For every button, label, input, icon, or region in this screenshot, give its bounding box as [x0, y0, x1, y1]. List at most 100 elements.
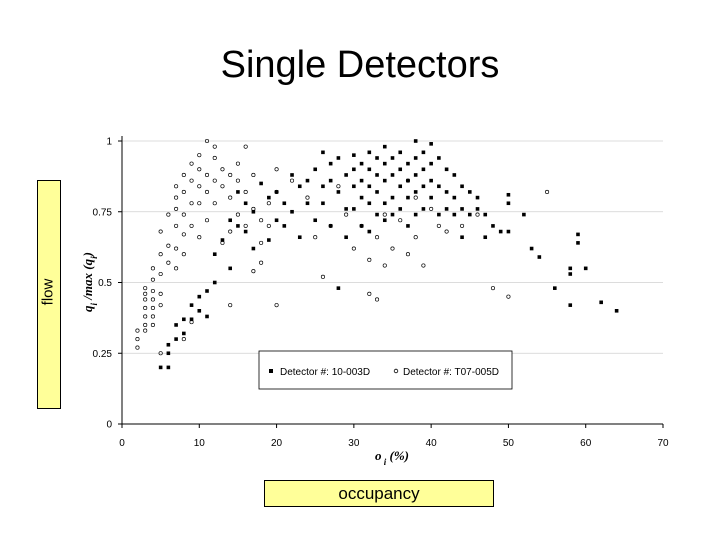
- point-s2-76: [266, 201, 271, 206]
- point-s1-104: [444, 207, 449, 211]
- point-s1-73: [382, 218, 387, 223]
- series-1: [158, 139, 619, 370]
- point-s2-94: [382, 212, 387, 217]
- point-s2-95: [390, 246, 395, 251]
- point-s2-73: [259, 218, 264, 223]
- point-s1-102: [444, 167, 449, 172]
- point-s2-46: [197, 167, 202, 172]
- point-s2-70: [251, 206, 256, 211]
- point-s2-28: [174, 223, 179, 228]
- point-s2-20: [158, 271, 163, 277]
- point-s1-1: [166, 365, 171, 370]
- point-s1-132: [599, 300, 603, 305]
- x-tick-label-0: 0: [119, 438, 125, 449]
- point-s1-12: [205, 289, 209, 293]
- point-s1-21: [243, 229, 248, 234]
- point-s2-3: [143, 328, 148, 333]
- point-s1-31: [282, 224, 287, 228]
- point-s1-63: [367, 201, 372, 206]
- x-tick-label-4: 40: [426, 438, 438, 449]
- legend-label-series-2: Detector #: T07-005D: [403, 367, 499, 378]
- point-s1-120: [506, 201, 511, 206]
- point-s1-111: [467, 190, 472, 194]
- point-s2-21: [158, 252, 163, 257]
- point-s1-119: [506, 192, 511, 197]
- y-tick-label-1: 0.25: [93, 349, 113, 360]
- point-s1-113: [475, 195, 480, 200]
- point-s2-14: [150, 288, 155, 294]
- point-s2-35: [181, 189, 186, 194]
- point-s1-91: [421, 150, 426, 155]
- point-s2-13: [150, 297, 155, 302]
- point-s2-92: [374, 235, 380, 240]
- point-s1-85: [406, 224, 410, 228]
- point-s1-101: [437, 212, 441, 217]
- y-axis-ticks: 0 0.25 0.5 0.75 1: [93, 137, 122, 431]
- point-s1-60: [367, 150, 372, 155]
- legend-label-series-1: Detector #: 10-003D: [280, 367, 370, 378]
- point-s1-122: [522, 212, 526, 217]
- point-s1-52: [352, 153, 356, 157]
- point-s1-68: [375, 212, 379, 217]
- point-s1-84: [406, 195, 410, 200]
- point-s2-80: [289, 178, 295, 183]
- point-s1-50: [344, 207, 348, 211]
- point-s1-15: [212, 252, 217, 256]
- point-s2-59: [228, 229, 233, 234]
- point-s2-36: [181, 172, 186, 178]
- point-s1-35: [297, 235, 302, 240]
- y-tick-label-3: 0.75: [93, 207, 113, 218]
- point-s2-41: [189, 161, 194, 166]
- point-s2-56: [220, 240, 225, 245]
- point-s1-29: [274, 218, 279, 223]
- point-s2-53: [212, 178, 217, 183]
- point-s1-7: [182, 317, 186, 322]
- point-s2-42: [189, 320, 194, 325]
- point-s1-133: [614, 309, 619, 313]
- x-tick-label-1: 10: [194, 438, 206, 449]
- point-s1-126: [568, 266, 573, 271]
- point-s2-103: [436, 223, 441, 228]
- point-s1-5: [174, 323, 178, 327]
- point-s1-51: [344, 235, 348, 240]
- point-s1-0: [158, 365, 163, 370]
- point-s2-105: [460, 223, 465, 228]
- point-s2-19: [158, 291, 163, 296]
- point-s2-100: [413, 195, 418, 200]
- point-s2-9: [143, 286, 148, 291]
- point-s1-62: [367, 184, 372, 189]
- point-s2-87: [351, 246, 356, 251]
- point-s2-99: [413, 235, 418, 240]
- point-s2-65: [235, 161, 240, 166]
- point-s1-71: [382, 178, 387, 183]
- point-s2-29: [174, 206, 179, 211]
- point-s1-26: [267, 195, 271, 200]
- point-s2-77: [274, 303, 279, 308]
- point-s1-131: [583, 266, 588, 271]
- point-s1-105: [452, 173, 457, 177]
- legend-marker-series-1: [269, 369, 273, 373]
- point-s1-128: [568, 303, 573, 307]
- point-s2-39: [189, 201, 194, 206]
- point-s1-77: [390, 212, 395, 217]
- point-s2-10: [150, 322, 155, 328]
- point-s1-34: [297, 184, 302, 189]
- point-s2-90: [367, 291, 372, 296]
- slide-title: Single Detectors: [220, 44, 500, 86]
- point-s2-54: [212, 155, 217, 161]
- point-s2-23: [166, 260, 171, 265]
- point-s1-83: [406, 178, 410, 183]
- point-s2-43: [197, 235, 202, 240]
- point-s1-118: [498, 229, 503, 234]
- point-s2-38: [189, 223, 194, 228]
- point-s1-130: [576, 241, 580, 245]
- point-s1-121: [506, 229, 511, 234]
- point-s2-26: [174, 266, 179, 271]
- point-s1-96: [429, 161, 433, 166]
- point-s1-69: [382, 144, 387, 149]
- point-s2-52: [212, 201, 217, 206]
- x-axis-ticks: 0 10 20 30 40 50 60 70: [119, 424, 669, 449]
- point-s1-10: [197, 309, 202, 313]
- point-s1-23: [251, 209, 256, 214]
- point-s1-110: [460, 235, 464, 240]
